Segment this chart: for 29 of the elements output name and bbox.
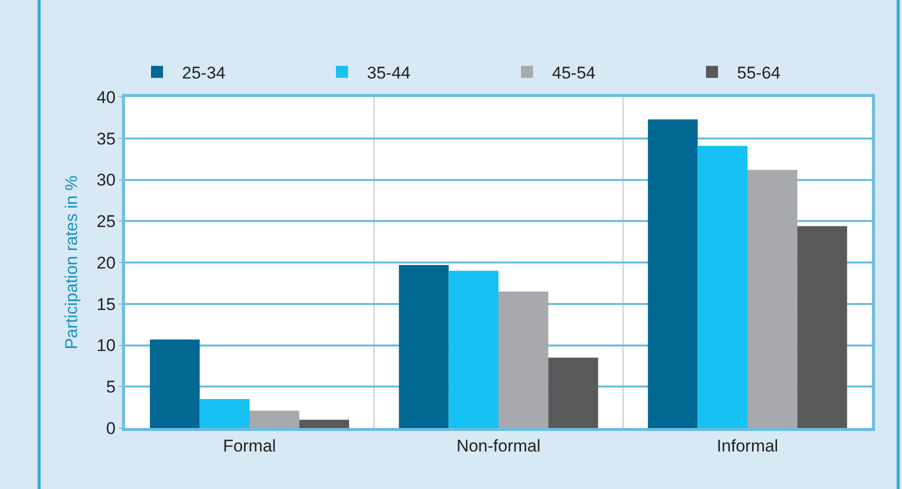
- y-axis-title: Participation rates in %: [62, 176, 82, 350]
- bar: [648, 119, 698, 428]
- legend-label: 25-34: [182, 64, 226, 83]
- y-tick-label: 10: [96, 336, 116, 356]
- x-tick-label: Formal: [223, 436, 276, 456]
- y-tick-label: 15: [96, 294, 116, 314]
- bar: [548, 358, 598, 428]
- legend-label: 55-64: [737, 64, 780, 83]
- y-tick-label: 40: [96, 88, 116, 107]
- y-tick-label: 30: [96, 170, 116, 190]
- bar: [448, 270, 498, 428]
- legend-label: 35-44: [367, 64, 410, 83]
- legend-label: 45-54: [552, 64, 596, 83]
- bar: [150, 339, 200, 428]
- bar: [698, 146, 748, 428]
- bar: [299, 420, 350, 428]
- y-tick-label: 5: [106, 378, 116, 397]
- x-tick-label: Informal: [716, 436, 778, 456]
- bar: [748, 170, 798, 428]
- bar: [398, 264, 449, 428]
- y-tick-label: 0: [106, 418, 116, 438]
- bar: [200, 399, 250, 428]
- bar: [797, 226, 848, 428]
- x-tick-label: Non-formal: [456, 436, 541, 456]
- bar: [250, 410, 300, 428]
- y-tick-label: 35: [96, 129, 116, 148]
- bar: [498, 291, 548, 428]
- y-tick-label: 20: [96, 253, 116, 272]
- y-tick-label: 25: [96, 212, 116, 232]
